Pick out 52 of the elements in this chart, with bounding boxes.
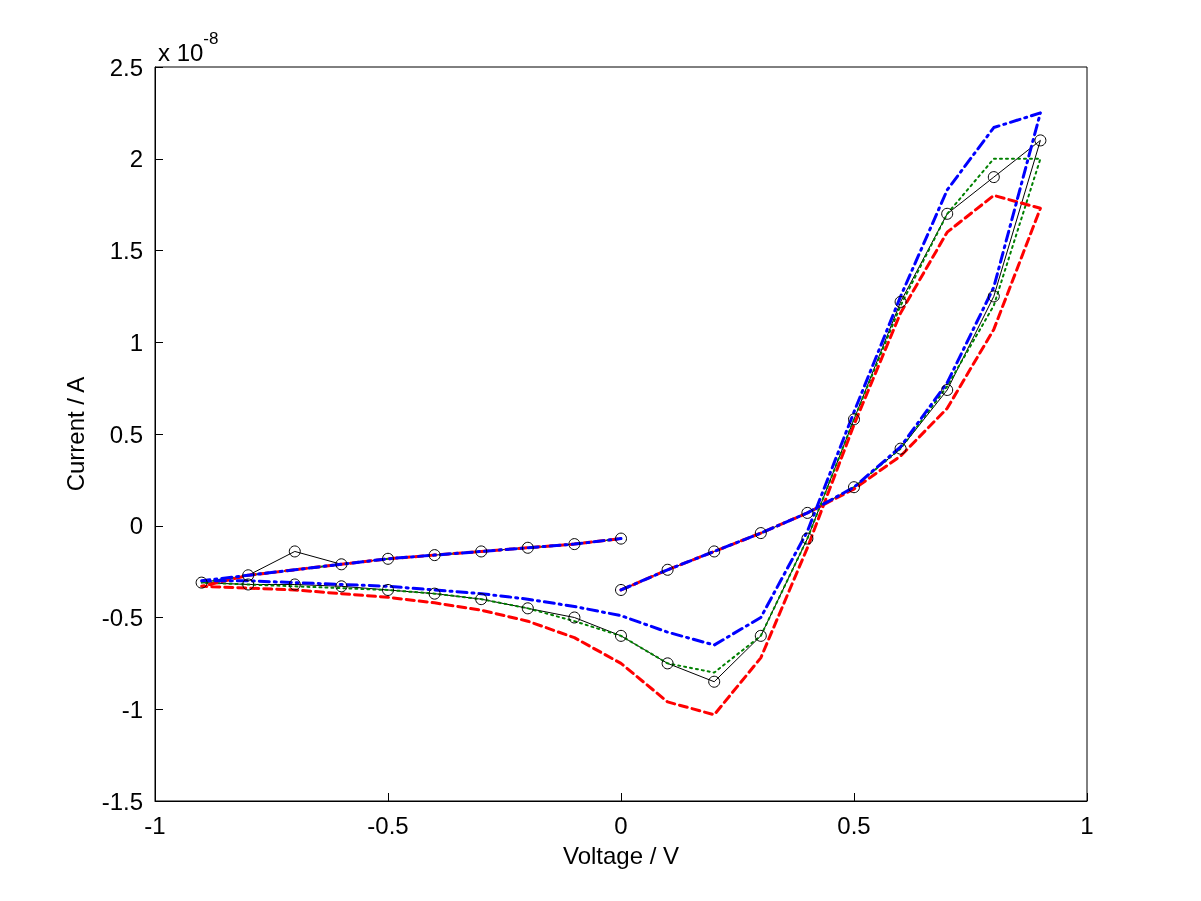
point — [568, 538, 581, 551]
x-axis-title: Voltage / V — [562, 841, 680, 869]
point — [661, 563, 674, 576]
x-tick-label: 0.5 — [837, 811, 871, 839]
point — [987, 290, 1000, 303]
y-tick-label: -1 — [121, 695, 143, 723]
point — [428, 587, 441, 600]
point — [335, 558, 348, 571]
x-tick-label: 1 — [1080, 811, 1094, 839]
point — [615, 583, 627, 596]
point — [568, 611, 581, 624]
point — [615, 629, 627, 642]
point — [615, 532, 627, 545]
point — [195, 576, 208, 589]
point — [848, 413, 860, 426]
point — [894, 295, 907, 308]
point — [475, 593, 488, 606]
point — [521, 602, 534, 615]
point — [1034, 134, 1047, 147]
y-tick-label: 0.5 — [109, 420, 143, 448]
point — [475, 545, 488, 558]
point — [708, 545, 721, 558]
point — [382, 583, 394, 596]
x-tick-label: 0 — [614, 811, 628, 839]
point — [288, 578, 301, 591]
y-axis-title: Current / A — [61, 376, 89, 492]
y-tick-label: -1.5 — [101, 787, 143, 815]
y-tick-label: 0 — [129, 512, 143, 540]
point — [941, 383, 954, 396]
y-tick-label: 1 — [129, 328, 143, 356]
point — [288, 545, 301, 558]
x-tick-label: -0.5 — [367, 811, 409, 839]
y-tick-label: 2.5 — [109, 53, 143, 81]
point — [242, 569, 255, 582]
point — [754, 527, 767, 540]
point — [708, 675, 721, 688]
point — [521, 541, 534, 554]
point — [428, 549, 441, 562]
point — [801, 506, 814, 519]
y-tick-label: 2 — [129, 145, 143, 173]
y-tick-label: -0.5 — [101, 604, 143, 631]
point — [242, 578, 255, 591]
point — [941, 207, 954, 220]
y-tick-label: 1.5 — [109, 237, 143, 264]
point — [754, 629, 767, 642]
point — [987, 171, 1000, 184]
point — [661, 657, 674, 670]
point — [848, 481, 860, 494]
point — [894, 442, 907, 455]
point — [335, 580, 348, 593]
point — [382, 552, 394, 565]
point — [801, 532, 814, 545]
